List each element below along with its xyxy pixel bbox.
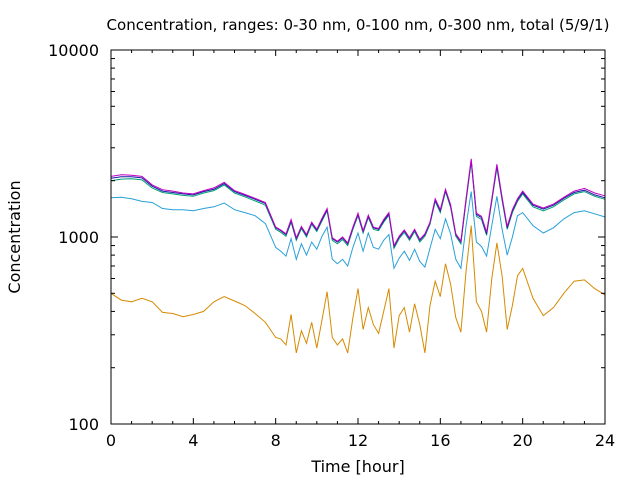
chart-title: Concentration, ranges: 0-30 nm, 0-100 nm… xyxy=(107,16,610,34)
y-tick-label: 100 xyxy=(68,415,99,434)
x-tick-label: 20 xyxy=(512,431,532,450)
series-line-5 xyxy=(110,158,606,248)
x-tick-label: 8 xyxy=(271,431,281,450)
series-line-2 xyxy=(110,191,606,270)
plot-frame xyxy=(110,49,606,425)
plot-series xyxy=(110,158,606,354)
x-tick-label: 0 xyxy=(106,431,116,450)
x-axis-label: Time [hour] xyxy=(310,457,404,476)
series-line-3 xyxy=(110,161,606,250)
y-tick-label: 10000 xyxy=(48,41,99,60)
y-axis-label: Concentration xyxy=(5,180,24,293)
x-tick-label: 16 xyxy=(430,431,450,450)
y-axis: 100 1000 10000 xyxy=(48,41,605,434)
x-tick-label: 24 xyxy=(595,431,615,450)
x-tick-label: 12 xyxy=(348,431,368,450)
y-tick-label: 1000 xyxy=(58,228,99,247)
x-tick-label: 4 xyxy=(188,431,198,450)
x-axis: 0 4 8 12 16 20 24 xyxy=(106,50,615,450)
series-line-1 xyxy=(110,225,606,354)
